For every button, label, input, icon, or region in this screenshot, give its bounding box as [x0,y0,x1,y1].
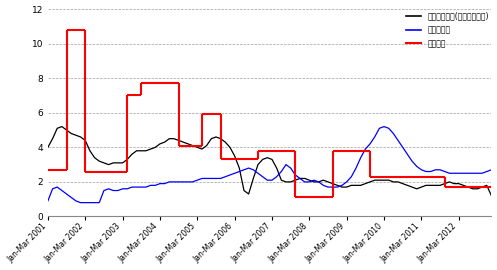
Legend: 週平均給与額(一時金を除く), 消費者物価, 最低賃金: 週平均給与額(一時金を除く), 消費者物価, 最低賃金 [403,9,492,51]
